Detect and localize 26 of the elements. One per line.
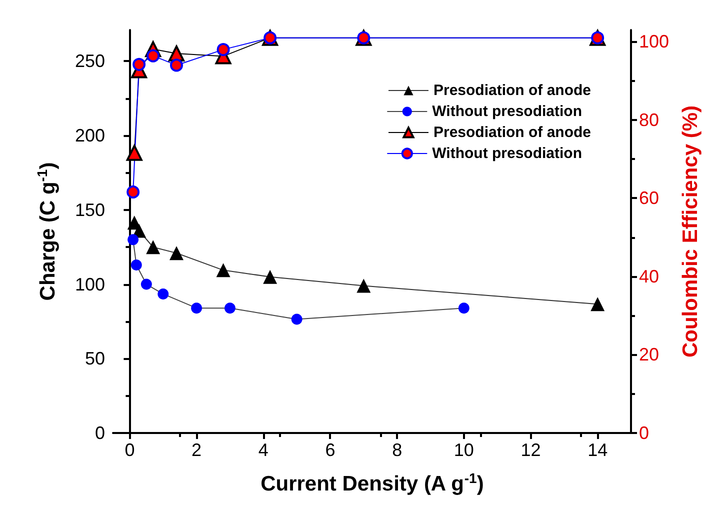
y-tick-label: 250 — [74, 51, 105, 72]
y2-tick-label: 0 — [639, 423, 650, 443]
y-axis-title: Charge (C g-1) — [34, 162, 60, 301]
x-tick-label: 0 — [124, 440, 135, 460]
y2-axis-title: Coulombic Efficiency (%) — [678, 105, 702, 358]
y2-tick-label: 20 — [639, 344, 660, 365]
y2-tick-label: 60 — [639, 188, 660, 208]
legend-label: Without presodiation — [432, 103, 582, 120]
x-tick-label: 10 — [454, 440, 474, 460]
y-tick-label: 100 — [74, 274, 105, 294]
x-tick-label: 4 — [258, 440, 268, 460]
x-tick-label: 12 — [520, 440, 541, 460]
y-tick-label: 0 — [94, 423, 105, 443]
legend-label: Without presodiation — [432, 145, 582, 162]
legend-label: Presodiation of anode — [433, 82, 591, 99]
x-tick-label: 6 — [325, 440, 336, 460]
y-tick-label: 50 — [84, 348, 105, 369]
y2-tick-label: 80 — [639, 110, 660, 130]
y-tick-label: 150 — [74, 200, 105, 220]
y2-tick-label: 40 — [639, 266, 660, 286]
y-tick-label: 200 — [74, 126, 105, 146]
x-tick-label: 2 — [192, 440, 202, 460]
x-tick-label: 14 — [588, 440, 608, 460]
x-tick-label: 8 — [392, 440, 402, 460]
y2-tick-label: 100 — [639, 32, 670, 52]
legend-label: Presodiation of anode — [433, 124, 591, 141]
